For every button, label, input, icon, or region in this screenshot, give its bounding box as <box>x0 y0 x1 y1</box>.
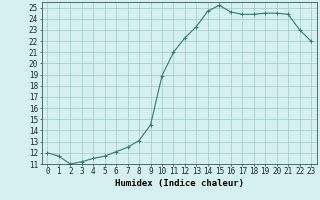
X-axis label: Humidex (Indice chaleur): Humidex (Indice chaleur) <box>115 179 244 188</box>
